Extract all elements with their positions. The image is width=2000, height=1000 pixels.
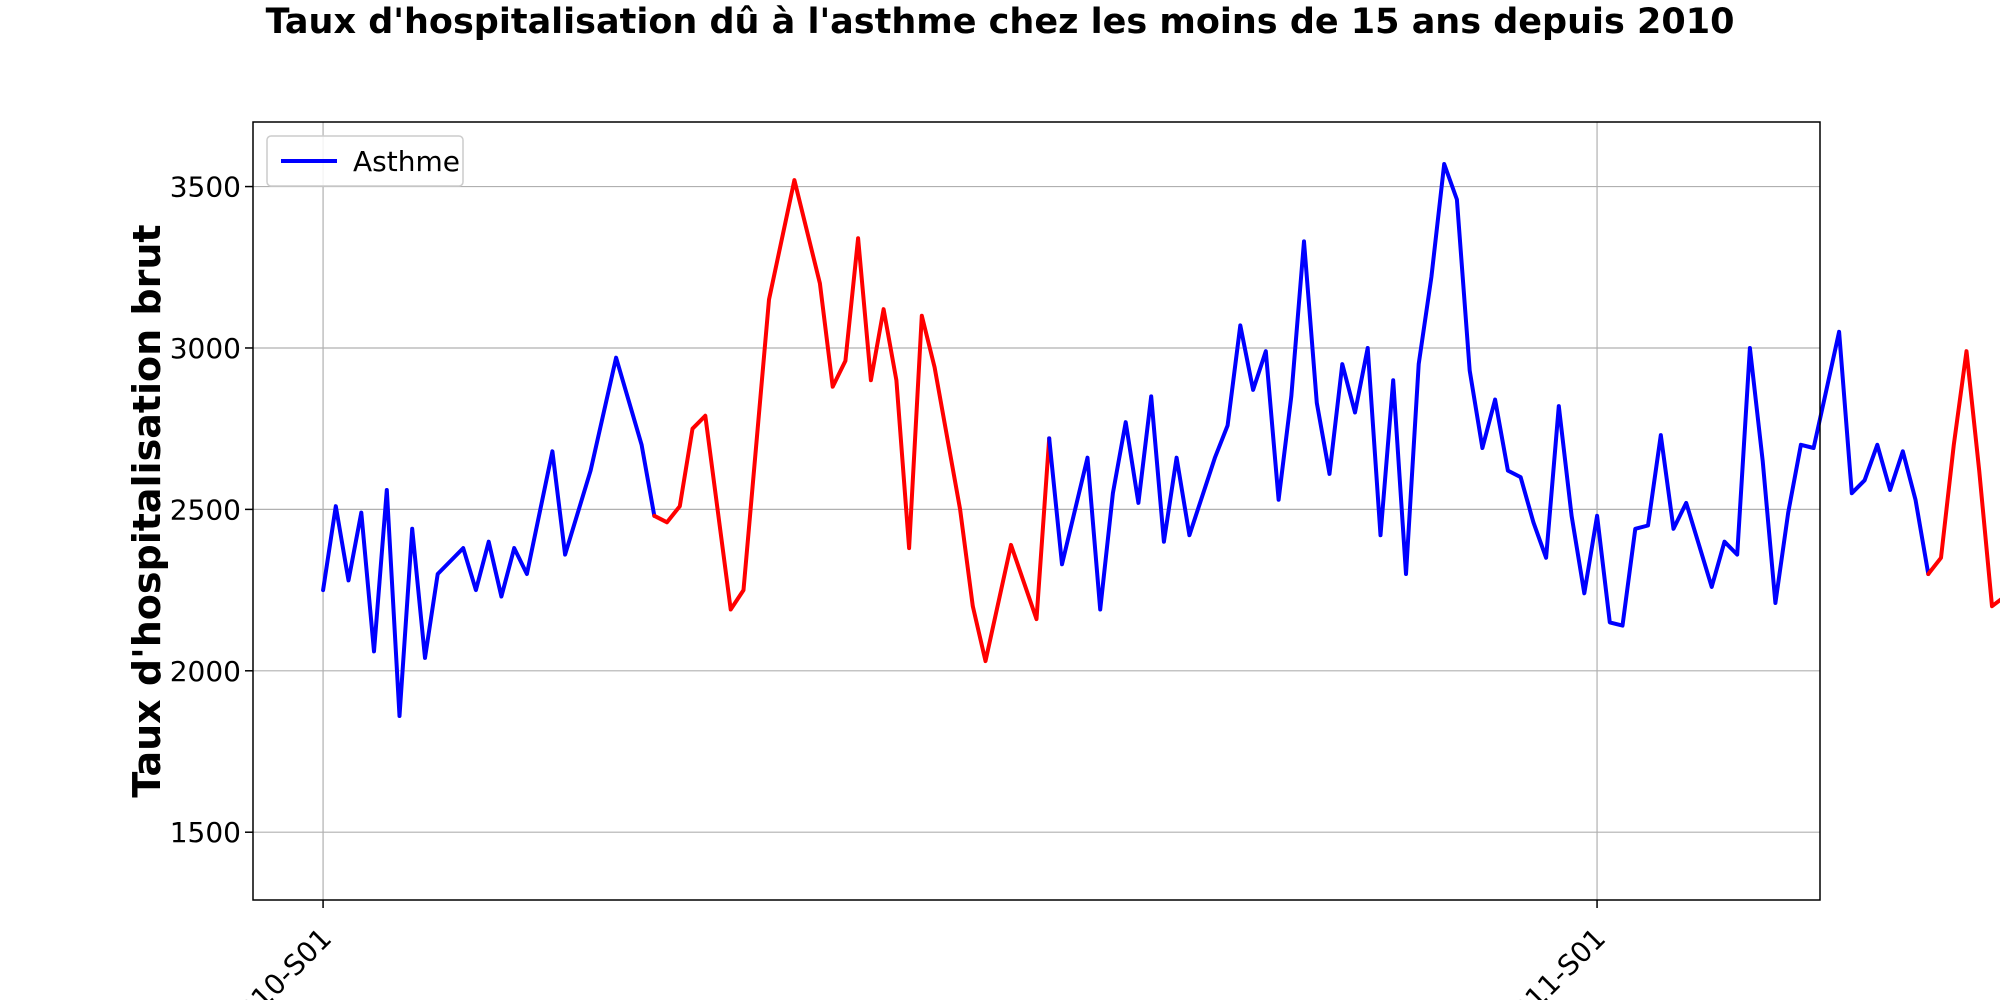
series-asthme [321, 162, 2000, 718]
grid [253, 122, 1820, 900]
legend-label-asthme: Asthme [353, 145, 460, 178]
plot-area [252, 121, 1821, 901]
x-tick-label: 2010-S01 [219, 922, 338, 1000]
series-segment-elevated [652, 178, 1052, 664]
chart-title: Taux d'hospitalisation dû à l'asthme che… [265, 2, 1735, 42]
legend: Asthme [266, 135, 464, 187]
y-tick-label: 2000 [170, 655, 241, 688]
series-segment-normal [321, 355, 657, 718]
y-tick-label: 2500 [170, 493, 241, 526]
y-tick-label: 1500 [170, 816, 241, 849]
series-segment-elevated [1926, 349, 2000, 609]
axis-ticks: 150020002500300035002010-S012011-S012012… [170, 171, 1612, 1000]
x-tick-label: 2011-S01 [1493, 922, 1612, 1000]
y-tick-label: 3500 [170, 171, 241, 204]
y-axis-label: Taux d'hospitalisation brut [125, 224, 169, 797]
series-segment-normal [1047, 162, 1931, 628]
y-tick-label: 3000 [170, 332, 241, 365]
legend-frame [266, 135, 464, 187]
